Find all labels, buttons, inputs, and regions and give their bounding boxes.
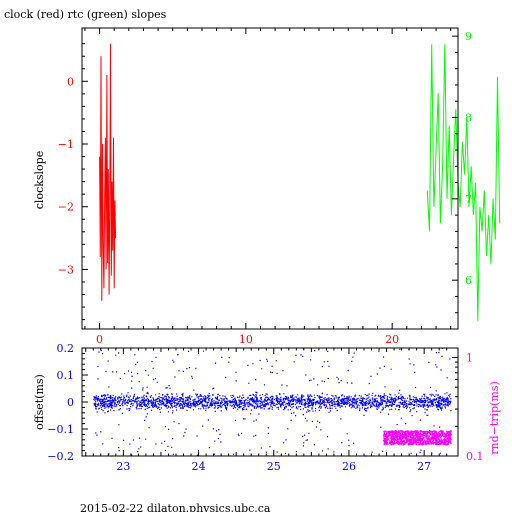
top-x-tick-label: 0: [96, 333, 103, 346]
top-plot-marks: [99, 43, 501, 321]
bottom-x-tick-label: 25: [267, 460, 281, 473]
top-plot-frame: [81, 27, 459, 330]
bottom-panel: 23 24 25 26 27 0.2 0.1 0 −0.1 −0.2 1 0.1 offset(ms)…: [33, 342, 501, 473]
bottom-x-tick-label: 24: [192, 460, 206, 473]
series-points-offset: [93, 347, 452, 457]
bottom-x-tick-label: 23: [116, 460, 130, 473]
top-y-tick-label: −3: [58, 263, 74, 276]
bottom-y-tick-label: 0: [67, 396, 74, 409]
bottom-y2-axis-label: rnd−trip(ms): [488, 381, 501, 455]
bottom-y-tick-label: 0.2: [57, 342, 75, 355]
top-y2-tick-label: 8: [465, 111, 472, 124]
top-y-tick-label: −2: [58, 201, 74, 214]
top-y2-tick-label: 9: [465, 30, 472, 43]
footer-text: 2015-02-22 dilaton.physics.ubc.ca: [80, 502, 271, 512]
bottom-y-tick-label: −0.2: [47, 450, 74, 463]
top-panel: 0 10 20 0 −1 −2 −3 6 7 8 9 clockslope: [33, 27, 501, 346]
bottom-plot-marks: [93, 347, 452, 457]
series-line-clock: [99, 43, 117, 301]
bottom-axes: 23 24 25 26 27 0.2 0.1 0 −0.1 −0.2 1 0.1: [47, 342, 483, 473]
bottom-y2-tick-label: 1: [466, 352, 473, 365]
top-y-axis-label: clockslope: [33, 151, 46, 209]
bottom-y-axis-label: offset(ms): [33, 374, 46, 430]
top-x-tick-label: 20: [385, 333, 399, 346]
top-y2-tick-label: 7: [465, 193, 472, 206]
bottom-x-tick-label: 26: [342, 460, 356, 473]
chart-title: clock (red) rtc (green) slopes: [4, 8, 167, 21]
series-line-rtc: [426, 44, 501, 321]
bottom-x-tick-label: 27: [417, 460, 431, 473]
series-points-rnd-trip: [382, 430, 452, 446]
top-y2-tick-label: 6: [465, 274, 472, 287]
top-y-tick-label: −1: [58, 138, 74, 151]
bottom-y2-tick-label: 0.1: [466, 450, 484, 463]
top-y-tick-label: 0: [67, 75, 74, 88]
bottom-y-tick-label: −0.1: [47, 423, 74, 436]
bottom-y-tick-label: 0.1: [57, 369, 75, 382]
top-axes: 0 10 20 0 −1 −2 −3 6 7 8 9: [58, 28, 472, 346]
top-x-tick-label: 10: [239, 333, 253, 346]
